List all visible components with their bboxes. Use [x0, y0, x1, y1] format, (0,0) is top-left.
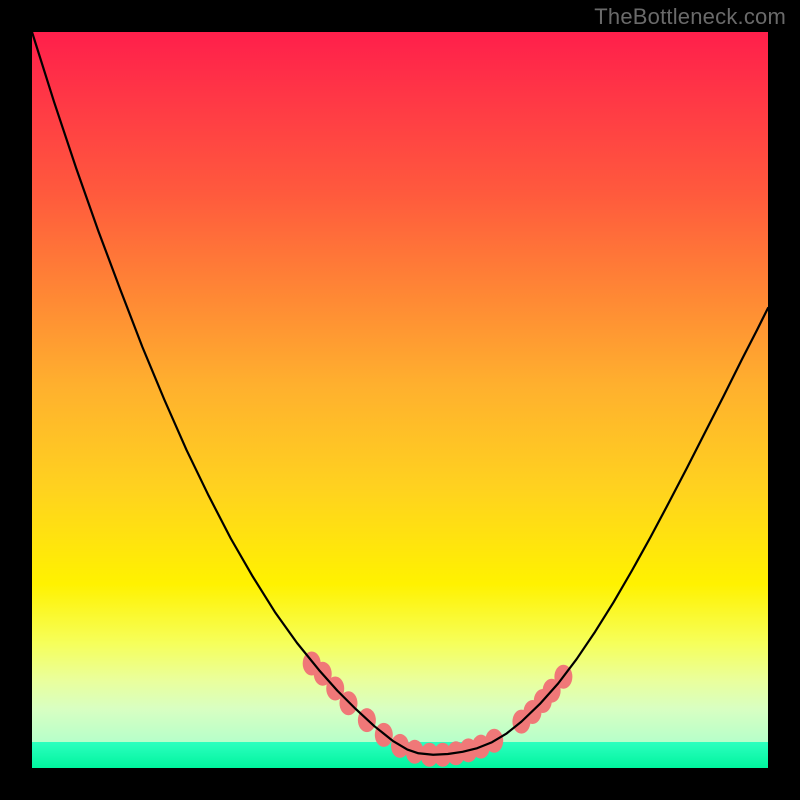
- watermark-text: TheBottleneck.com: [594, 4, 786, 30]
- chart-frame: TheBottleneck.com: [0, 0, 800, 800]
- bottleneck-curve: [32, 32, 768, 755]
- plot-area: [32, 32, 768, 768]
- chart-svg: [32, 32, 768, 768]
- marker-group: [303, 651, 573, 766]
